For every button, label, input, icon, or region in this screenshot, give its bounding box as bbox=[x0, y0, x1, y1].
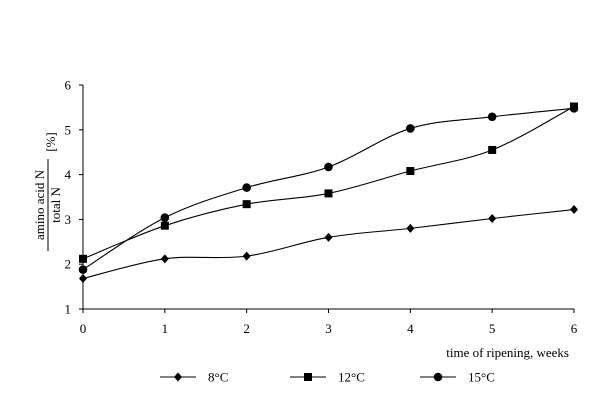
series-circle bbox=[78, 103, 579, 274]
y-tick-label: 1 bbox=[65, 302, 72, 317]
data-point bbox=[160, 254, 169, 264]
x-tick-label: 4 bbox=[407, 321, 414, 336]
legend-marker bbox=[174, 372, 182, 382]
data-point bbox=[324, 232, 333, 242]
x-axis-title: time of ripening, weeks bbox=[446, 345, 569, 360]
data-point bbox=[570, 205, 578, 215]
data-point bbox=[487, 112, 497, 122]
y-tick-label: 3 bbox=[65, 212, 72, 227]
y-axis-title-unit: [%] bbox=[43, 132, 58, 152]
series-diamond bbox=[79, 205, 578, 284]
y-tick-label: 4 bbox=[65, 167, 72, 182]
data-point bbox=[569, 103, 579, 113]
y-axis-title: amino acid N total N [%] bbox=[32, 132, 63, 251]
y-axis-title-denominator: total N bbox=[48, 187, 63, 223]
y-axis-ticks: 1 2 3 4 5 6 bbox=[65, 78, 83, 317]
data-point bbox=[78, 265, 88, 274]
data-point bbox=[242, 183, 251, 192]
y-tick-label: 5 bbox=[65, 122, 72, 137]
data-point bbox=[324, 189, 333, 198]
data-point bbox=[406, 124, 415, 133]
data-point bbox=[324, 162, 333, 172]
y-tick-label: 6 bbox=[65, 78, 72, 93]
chart-legend: 8°C 12°C 15°C bbox=[160, 370, 495, 385]
y-tick-label: 2 bbox=[65, 257, 72, 272]
legend-label: 12°C bbox=[338, 370, 365, 385]
legend-item: 15°C bbox=[420, 370, 495, 385]
x-tick-label: 2 bbox=[243, 321, 250, 336]
y-axis-title-numerator: amino acid N bbox=[32, 169, 47, 240]
legend-label: 8°C bbox=[208, 370, 228, 385]
legend-item: 12°C bbox=[290, 370, 365, 385]
data-point bbox=[406, 167, 415, 176]
data-point bbox=[160, 213, 170, 222]
data-point bbox=[79, 254, 87, 263]
legend-marker bbox=[304, 373, 312, 381]
x-tick-label: 6 bbox=[571, 321, 578, 336]
data-point bbox=[242, 200, 251, 209]
series-line bbox=[82, 107, 575, 271]
series-layer bbox=[78, 102, 579, 284]
data-point bbox=[160, 221, 169, 230]
x-tick-label: 5 bbox=[489, 321, 496, 336]
data-point bbox=[488, 145, 497, 154]
data-point bbox=[406, 223, 415, 233]
x-axis-ticks: 0 1 2 3 4 5 6 bbox=[80, 309, 578, 336]
x-tick-label: 0 bbox=[80, 321, 87, 336]
legend-marker bbox=[433, 372, 443, 382]
series-line bbox=[82, 208, 575, 280]
legend-label: 15°C bbox=[468, 370, 495, 385]
data-point bbox=[242, 251, 251, 261]
x-tick-label: 3 bbox=[325, 321, 332, 336]
legend-item: 8°C bbox=[160, 370, 228, 385]
data-point bbox=[79, 274, 87, 284]
data-point bbox=[488, 214, 497, 224]
x-tick-label: 1 bbox=[162, 321, 169, 336]
